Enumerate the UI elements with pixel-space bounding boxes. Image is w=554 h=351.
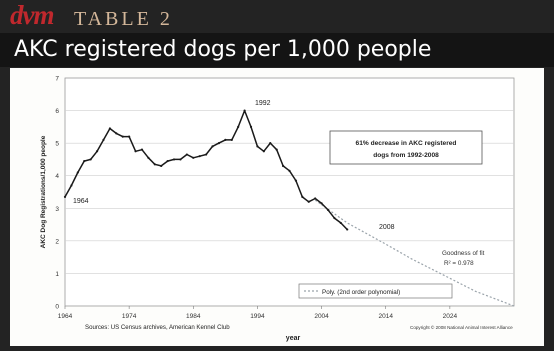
data-point	[192, 156, 195, 159]
data-point	[83, 159, 86, 163]
data-point	[140, 148, 144, 151]
data-point	[237, 125, 240, 128]
label-1992: 1992	[255, 100, 271, 107]
callout-line-1: 61% decrease in AKC registered	[356, 140, 457, 147]
x-tick-label: 2024	[443, 313, 458, 320]
label-1964: 1964	[73, 198, 89, 205]
legend-label: Poly. (2nd order polynomial)	[322, 289, 400, 296]
chart-svg: 0 1 2 3 4 5 6 7 1964 1974 1984 1994 2004 2014 2024 19…	[40, 76, 515, 342]
fit-value: R² = 0.978	[444, 260, 474, 267]
data-point	[76, 171, 79, 174]
legend-box	[298, 283, 453, 299]
chart-title: AKC registered dogs per 1,000 people	[14, 37, 432, 62]
title-banner	[0, 33, 554, 67]
x-tick-label: 2004	[314, 313, 329, 320]
data-point	[172, 158, 176, 161]
data-point	[70, 184, 73, 187]
data-point	[339, 221, 342, 225]
data-point	[281, 164, 285, 168]
data-point	[160, 164, 163, 168]
data-point	[294, 179, 298, 182]
data-point	[326, 208, 330, 212]
data-point	[320, 202, 323, 205]
callout-box	[329, 130, 483, 165]
data-point	[147, 156, 150, 159]
x-tick-label: 1974	[122, 313, 137, 320]
y-tick-label: 6	[55, 108, 59, 115]
data-point	[346, 228, 349, 231]
data-point	[95, 150, 99, 153]
data-point	[185, 153, 188, 156]
x-axis-label: year	[286, 335, 301, 342]
y-tick-label: 4	[55, 173, 59, 180]
data-point	[249, 125, 253, 128]
data-point	[211, 145, 214, 148]
sources-note: Sources: US Census archives, American Ke…	[85, 324, 230, 331]
data-point	[275, 148, 278, 151]
data-point	[256, 145, 259, 148]
brand-logo: dvm	[10, 0, 54, 30]
data-point	[89, 158, 92, 161]
y-tick-label: 7	[55, 76, 59, 83]
callout-line-2: dogs from 1992-2008	[373, 152, 439, 159]
data-point	[230, 138, 233, 141]
table-label: Table 2	[74, 8, 173, 30]
chart-panel: 0 1 2 3 4 5 6 7 1964 1974 1984 1994 2004 2014 2024 19…	[10, 68, 544, 346]
data-point	[115, 132, 118, 135]
data-point	[217, 142, 221, 145]
copyright-note: Copyright © 2008 National Animal Interes…	[410, 324, 513, 330]
data-point	[333, 216, 336, 220]
data-point	[205, 153, 208, 156]
data-point	[153, 163, 156, 166]
x-tick-label: 1994	[250, 313, 265, 320]
y-tick-label: 5	[55, 141, 59, 148]
trend-line	[314, 199, 515, 307]
data-point	[262, 150, 265, 153]
data-point	[166, 159, 169, 163]
x-tick-label: 1984	[186, 313, 201, 320]
y-tick-label: 2	[55, 238, 59, 245]
data-point	[243, 109, 246, 112]
data-point	[128, 135, 131, 138]
data-point	[224, 138, 227, 141]
y-axis-label: AKC Dog Registrations/1,000 people	[40, 135, 47, 248]
data-point	[102, 138, 105, 141]
y-tick-label: 0	[55, 304, 59, 311]
y-tick-label: 1	[55, 271, 59, 278]
data-point	[63, 195, 67, 198]
data-point	[307, 200, 310, 203]
data-point	[198, 155, 201, 158]
data-point	[121, 135, 124, 138]
data-point	[301, 195, 304, 198]
data-point	[179, 158, 182, 161]
x-tick-label: 1964	[58, 313, 73, 320]
data-point	[314, 197, 317, 200]
y-tick-label: 3	[55, 206, 59, 213]
data-point	[134, 150, 137, 153]
label-2008: 2008	[379, 224, 395, 231]
x-tick-label: 2014	[378, 313, 393, 320]
data-point	[288, 169, 291, 172]
fit-label: Goodness of fit	[442, 250, 485, 257]
data-point	[269, 142, 272, 145]
data-point	[108, 127, 111, 130]
